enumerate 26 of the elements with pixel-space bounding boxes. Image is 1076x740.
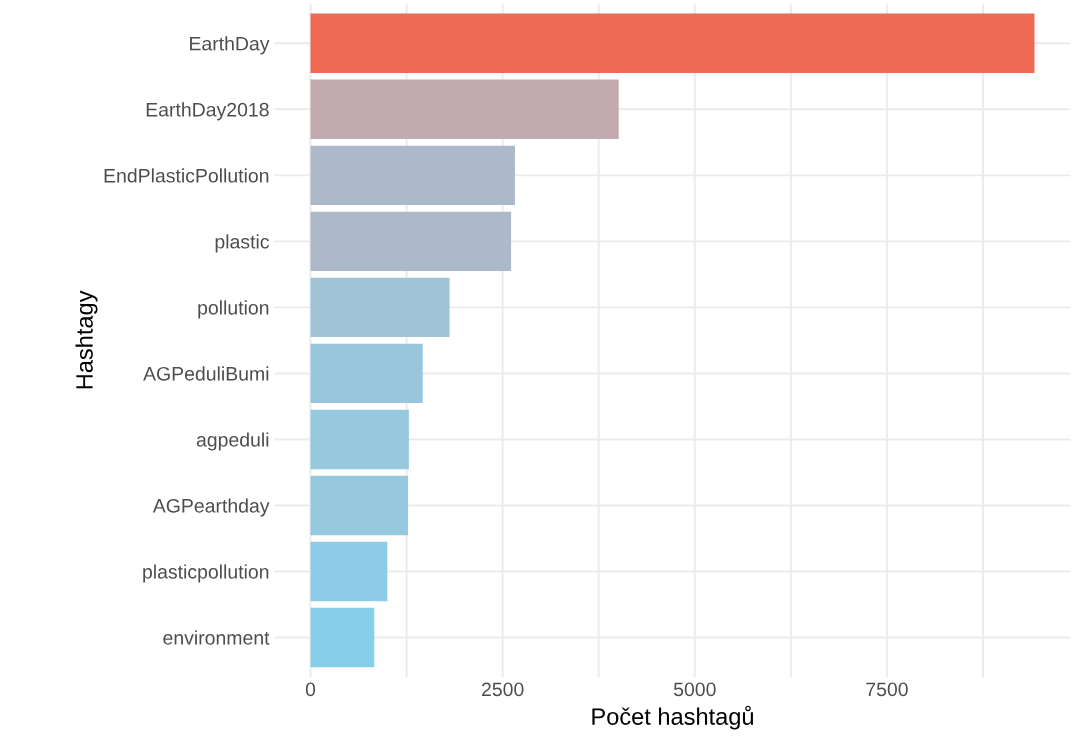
bar: [310, 541, 388, 602]
bar: [310, 343, 423, 404]
y-tick-label: EndPlasticPollution: [104, 168, 269, 183]
y-tick-label: AGPearthday: [152, 498, 270, 517]
y-tick-label: agpeduli: [196, 432, 269, 451]
x-tick-label: 5000: [673, 682, 716, 697]
bar: [310, 145, 515, 206]
y-tick-label: EarthDay2018: [146, 102, 269, 121]
bar: [310, 79, 619, 140]
bar: [310, 607, 375, 668]
y-tick-label: pollution: [198, 300, 269, 319]
y-tick-label: AGPeduliBumi: [143, 366, 269, 381]
y-axis-title: Hashtagy: [75, 290, 98, 389]
x-tick-label: 0: [305, 682, 316, 697]
bar: [310, 409, 409, 470]
bar: [310, 475, 409, 536]
x-axis-title: Počet hashtagů: [592, 705, 753, 730]
bar: [310, 13, 1035, 74]
x-tick-label: 7500: [866, 682, 908, 697]
bar: [310, 211, 512, 272]
y-tick-label: EarthDay: [190, 36, 270, 55]
y-tick-label: plastic: [215, 234, 270, 253]
y-tick-label: environment: [163, 630, 270, 645]
y-tick-label: plasticpollution: [143, 564, 269, 583]
bar: [310, 277, 450, 338]
x-tick-label: 2500: [482, 682, 524, 697]
